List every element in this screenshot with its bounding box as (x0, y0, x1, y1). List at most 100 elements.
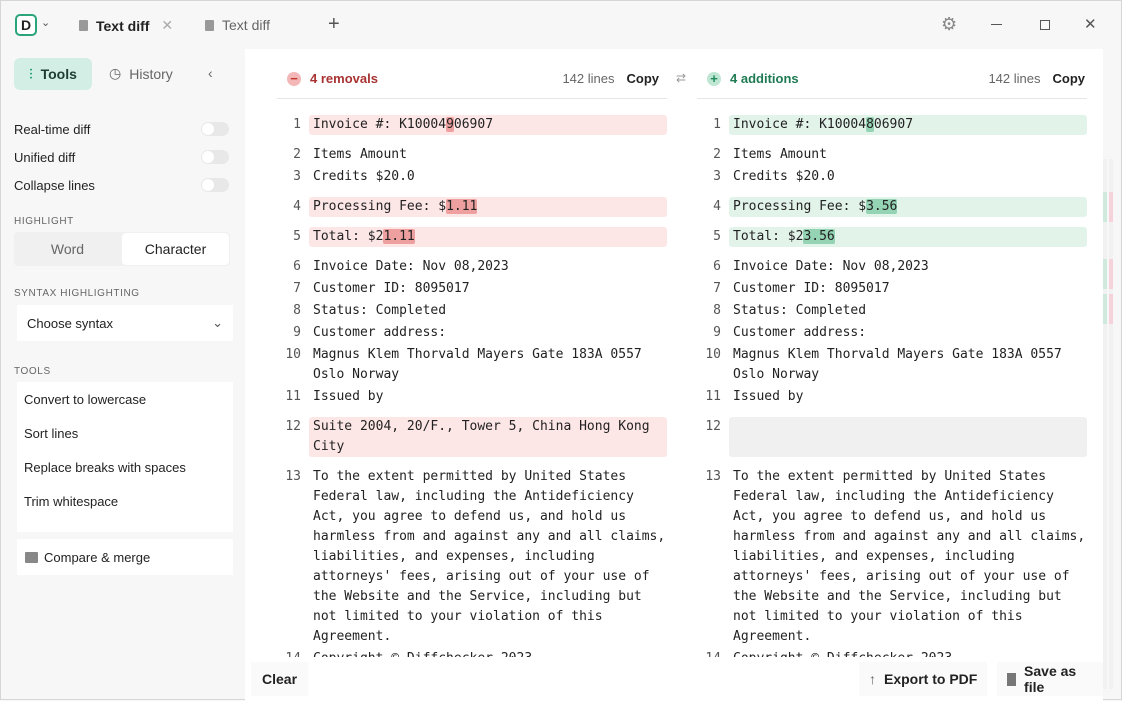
syntax-value: Choose syntax (27, 315, 113, 331)
line-number: 12 (705, 419, 721, 434)
close-window-icon[interactable]: ✕ (1084, 16, 1097, 33)
swap-arrows-icon[interactable]: ⇄ (676, 71, 687, 85)
changed-chars: 3.56 (866, 199, 898, 214)
left-copy-button[interactable]: Copy (626, 71, 660, 86)
new-tab-plus-icon[interactable]: + (328, 13, 340, 35)
tab-text-diff-2[interactable]: Text diff (205, 17, 270, 33)
additions-count: 4 additions (730, 71, 799, 86)
compare-merge-label: Compare & merge (44, 549, 151, 565)
left-text-pane[interactable]: 1 Invoice #: K10004906907 2 Items Amount 3 Cr… (277, 106, 667, 670)
line-text: Credits $20.0 (313, 169, 415, 184)
line-number: 7 (293, 281, 301, 296)
line-text: Suite 2004, 20/F., Tower 5, China Hong K… (309, 417, 667, 457)
document-icon (79, 20, 88, 31)
realtime-diff-toggle[interactable] (201, 122, 229, 136)
line-text: Items Amount (313, 147, 407, 162)
maximize-icon[interactable] (1040, 20, 1050, 30)
line-number: 7 (713, 281, 721, 296)
line-text: To the extent permitted by United States… (313, 469, 666, 644)
line-text: Issued by (313, 389, 384, 404)
diff-line: 10 Magnus Klem Thorvald Mayers Gate 183A … (277, 344, 667, 386)
compare-merge-button[interactable]: Compare & merge (17, 539, 233, 575)
chevron-down-icon[interactable]: ⌄ (41, 17, 51, 29)
minimap-additions[interactable] (1103, 159, 1107, 689)
line-text: Customer ID: 8095017 (313, 281, 470, 296)
chevron-down-icon: ⌄ (212, 315, 223, 330)
line-text: Customer address: (733, 325, 867, 340)
diff-line: 4 Processing Fee: $1.11 (277, 196, 667, 218)
line-text: Magnus Klem Thorvald Mayers Gate 183A 05… (313, 347, 642, 382)
line-text: Magnus Klem Thorvald Mayers Gate 183A 05… (733, 347, 1062, 382)
tool-trim-whitespace[interactable]: Trim whitespace (24, 494, 119, 509)
diff-line: 8 Status: Completed (697, 300, 1087, 322)
line-number: 3 (713, 169, 721, 184)
clear-button[interactable]: Clear (251, 662, 309, 696)
export-pdf-label: Export to PDF (884, 671, 978, 687)
line-number: 6 (293, 259, 301, 274)
tab-label: Text diff (222, 17, 270, 33)
tools-tab[interactable]: ⫶ Tools (14, 58, 92, 90)
line-number: 6 (713, 259, 721, 274)
line-number: 13 (705, 469, 721, 484)
diff-line: 13 To the extent permitted by United Stat… (277, 466, 667, 648)
tool-sort-lines[interactable]: Sort lines (24, 426, 79, 441)
document-icon (205, 19, 214, 31)
line-text: To the extent permitted by United States… (733, 469, 1086, 644)
right-copy-button[interactable]: Copy (1052, 71, 1086, 86)
tool-replace-breaks[interactable]: Replace breaks with spaces (24, 460, 186, 475)
tool-convert-lowercase[interactable]: Convert to lowercase (24, 392, 147, 407)
line-text: Processing Fee: $3.56 (729, 197, 1087, 217)
changed-chars: 8 (866, 117, 874, 132)
changed-chars: 1.11 (383, 229, 415, 244)
line-text: Status: Completed (733, 303, 867, 318)
diff-line: 5 Total: $23.56 (697, 226, 1087, 248)
close-tab-icon[interactable]: ✕ (161, 17, 174, 33)
diff-line: 12 Suite 2004, 20/F., Tower 5, China Hong… (277, 416, 667, 458)
line-text: Invoice #: K10004806907 (729, 115, 1087, 135)
diff-line: 3 Credits $20.0 (277, 166, 667, 188)
app-logo[interactable]: D (15, 14, 37, 36)
diff-line: 2 Items Amount (697, 144, 1087, 166)
plus-circle-icon: + (707, 71, 721, 86)
footer-bar: Clear ↑ Export to PDF Save as file (245, 657, 1103, 701)
diff-area: − 4 removals 142 lines Copy ⇄ + 4 additi… (245, 49, 1113, 701)
line-text: Credits $20.0 (733, 169, 835, 184)
changed-chars: 9 (446, 117, 454, 132)
line-number: 8 (713, 303, 721, 318)
diff-line: 1 Invoice #: K10004906907 (277, 114, 667, 136)
line-text: Invoice #: K10004906907 (309, 115, 667, 135)
tools-tab-label: Tools (40, 66, 77, 82)
tab-text-diff-1[interactable]: Text diff ✕ (79, 17, 173, 34)
syntax-select[interactable]: Choose syntax ⌄ (17, 305, 233, 341)
tools-heading: TOOLS (14, 366, 51, 377)
diff-line: 6 Invoice Date: Nov 08,2023 (277, 256, 667, 278)
export-pdf-button[interactable]: ↑ Export to PDF (859, 662, 988, 696)
highlight-word-option[interactable]: Word (50, 241, 85, 257)
line-text: Processing Fee: $1.11 (309, 197, 667, 217)
right-pane-header: + 4 additions 142 lines Copy (697, 59, 1087, 99)
collapse-sidebar-chevron-icon[interactable]: ‹ (208, 65, 213, 81)
diff-line: 6 Invoice Date: Nov 08,2023 (697, 256, 1087, 278)
unified-diff-toggle[interactable] (201, 150, 229, 164)
removals-count: 4 removals (310, 71, 378, 86)
diff-line: 13 To the extent permitted by United Stat… (697, 466, 1087, 648)
line-text (729, 417, 1087, 457)
save-file-button[interactable]: Save as file (997, 662, 1103, 696)
save-file-label: Save as file (1024, 663, 1077, 695)
right-text-pane[interactable]: 1 Invoice #: K10004806907 2 Items Amount 3 Cr… (697, 106, 1087, 670)
gear-icon[interactable]: ⚙ (941, 14, 958, 34)
diff-line: 10 Magnus Klem Thorvald Mayers Gate 183A … (697, 344, 1087, 386)
history-tab[interactable]: ◷ History (109, 65, 173, 82)
minimap-removals[interactable] (1109, 159, 1113, 689)
diff-line: 12 (697, 416, 1087, 458)
file-icon (1007, 672, 1017, 686)
highlight-character-option[interactable]: Character (122, 233, 229, 265)
left-pane-header: − 4 removals 142 lines Copy (277, 59, 667, 99)
line-text: Customer address: (313, 325, 447, 340)
line-text: Items Amount (733, 147, 827, 162)
line-number: 5 (713, 229, 721, 244)
collapse-lines-toggle[interactable] (201, 178, 229, 192)
history-icon: ◷ (109, 65, 122, 81)
line-number: 10 (285, 347, 301, 362)
minimize-icon[interactable] (991, 24, 1002, 25)
